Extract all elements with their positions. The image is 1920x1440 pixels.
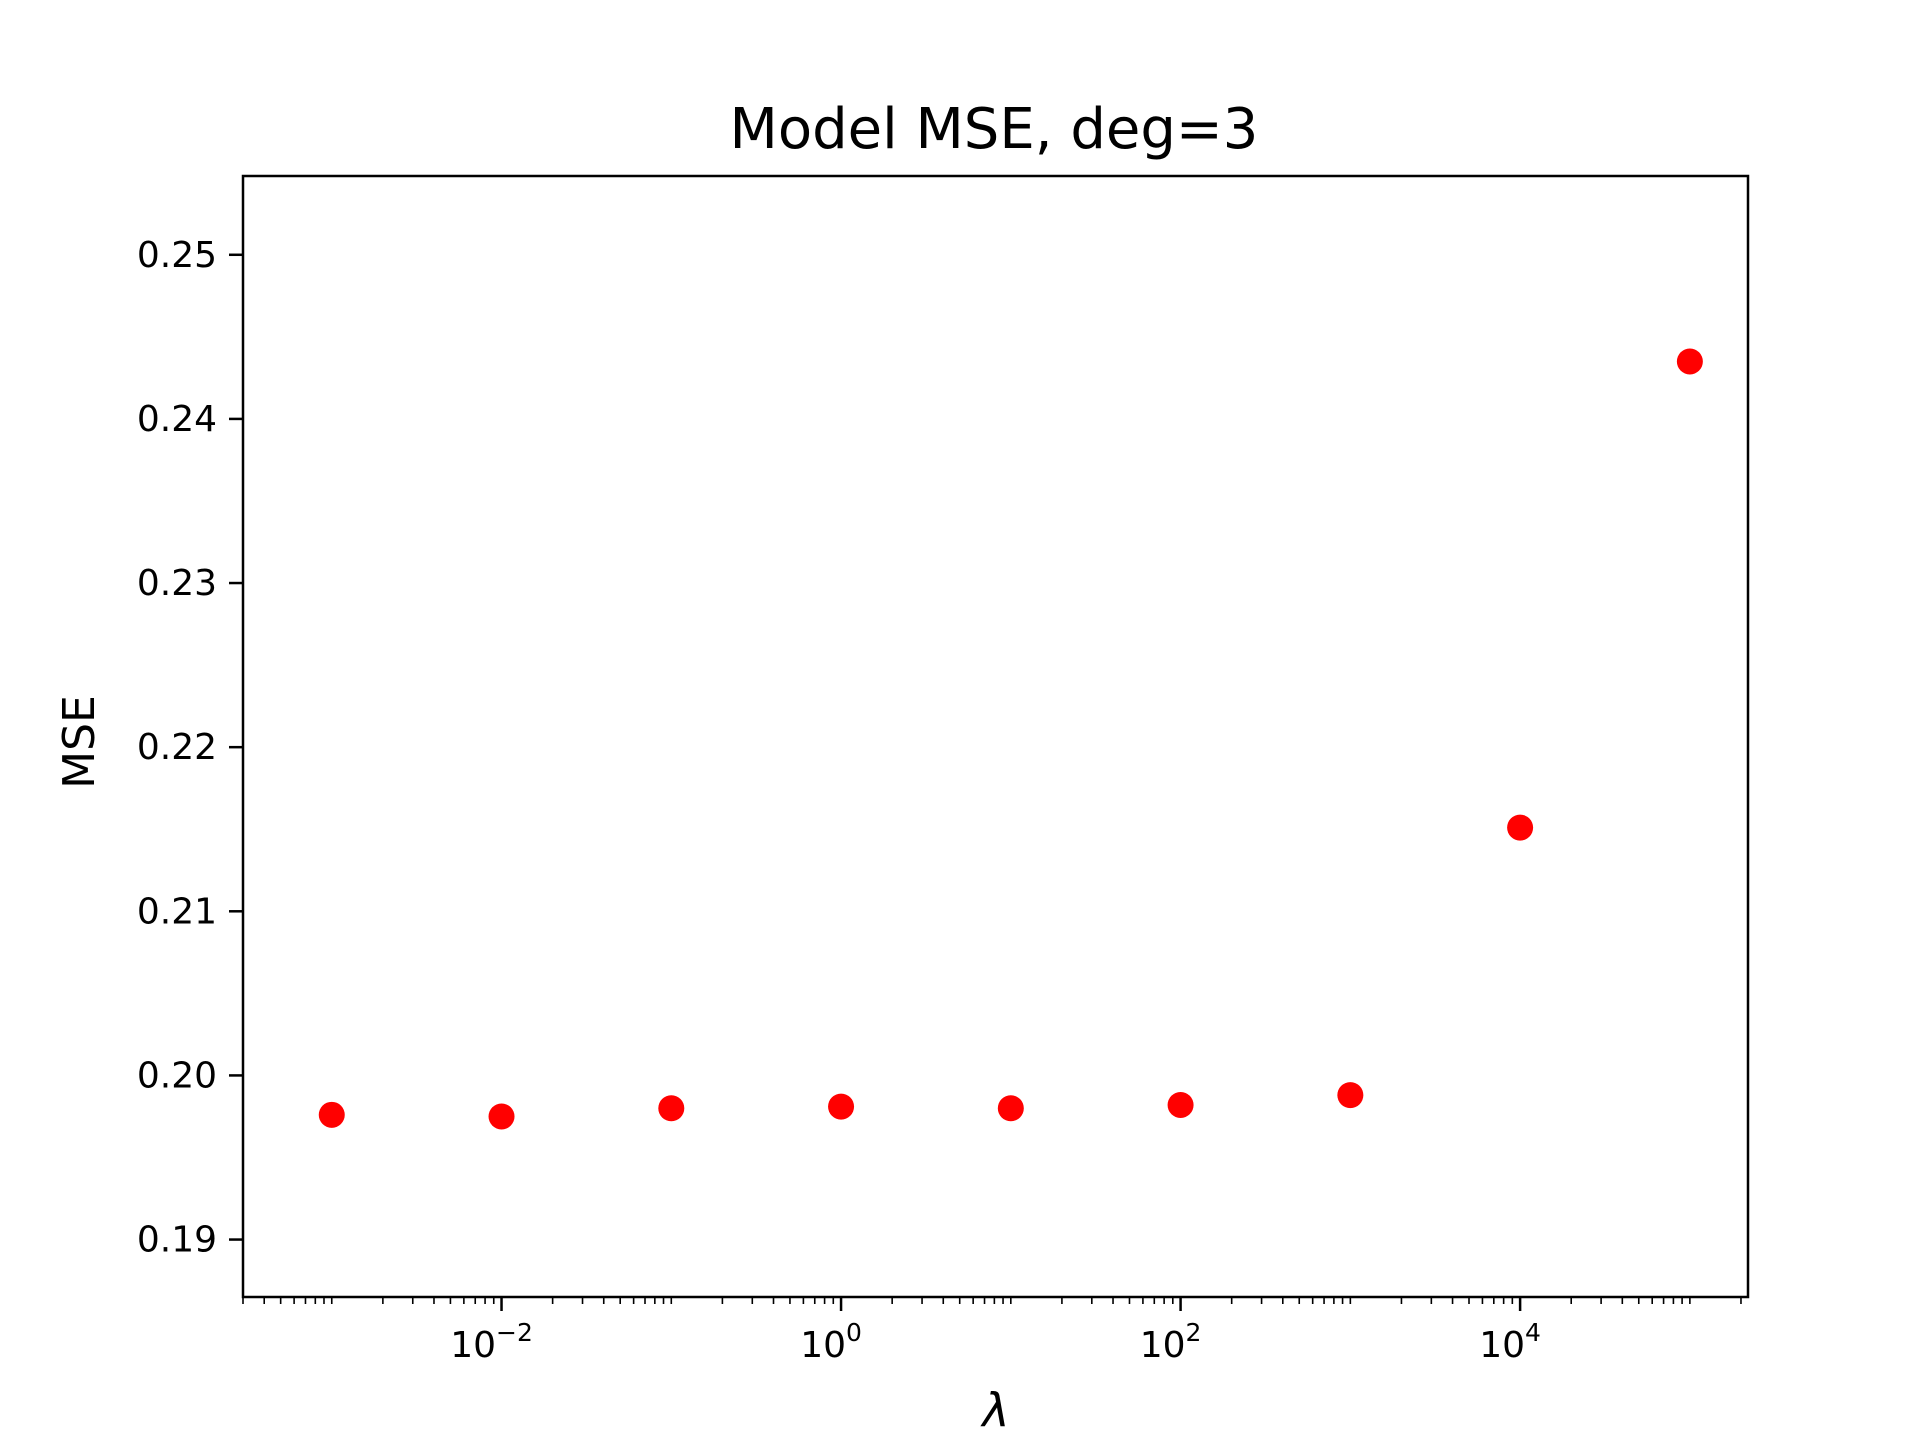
data-point-3 <box>828 1093 855 1120</box>
x-axis-ticks: 10−2 100 102 104 <box>242 1297 1742 1366</box>
data-point-2 <box>658 1095 685 1122</box>
x-tick-exponent-3: 4 <box>1525 1318 1541 1347</box>
data-point-8 <box>1676 348 1703 375</box>
x-tick-label-3: 104 <box>1479 1318 1541 1366</box>
x-tick-label-2: 102 <box>1140 1318 1202 1366</box>
y-axis-label: MSE <box>54 695 105 789</box>
y-tick-label-1: 0.20 <box>137 1055 217 1096</box>
data-point-7 <box>1507 814 1534 841</box>
y-tick-label-6: 0.25 <box>137 235 217 276</box>
data-point-1 <box>488 1103 515 1130</box>
x-tick-exponent-0: −2 <box>496 1318 533 1347</box>
x-tick-base-0: 10 <box>450 1325 496 1366</box>
y-tick-label-0: 0.19 <box>137 1220 217 1261</box>
x-tick-exponent-1: 0 <box>846 1318 862 1347</box>
y-axis-ticks: 0.19 0.20 0.21 0.22 0.23 0.24 0.25 <box>137 235 243 1261</box>
x-tick-base-1: 10 <box>800 1325 846 1366</box>
x-tick-label-1: 100 <box>800 1318 862 1366</box>
x-tick-label-0: 10−2 <box>450 1318 533 1366</box>
x-tick-base-3: 10 <box>1479 1325 1525 1366</box>
data-point-5 <box>1167 1091 1194 1118</box>
y-tick-label-2: 0.21 <box>137 891 217 932</box>
y-tick-label-5: 0.24 <box>137 399 217 440</box>
x-tick-exponent-2: 2 <box>1186 1318 1202 1347</box>
data-point-4 <box>997 1095 1024 1122</box>
chart-title: Model MSE, deg=3 <box>730 97 1259 162</box>
data-point-6 <box>1337 1082 1364 1109</box>
x-axis-label: λ <box>979 1383 1009 1437</box>
y-tick-label-3: 0.22 <box>137 727 217 768</box>
data-points <box>318 348 1703 1130</box>
y-tick-label-4: 0.23 <box>137 563 217 604</box>
data-point-0 <box>318 1101 345 1128</box>
x-tick-base-2: 10 <box>1140 1325 1186 1366</box>
plot-frame <box>241 174 1750 1299</box>
